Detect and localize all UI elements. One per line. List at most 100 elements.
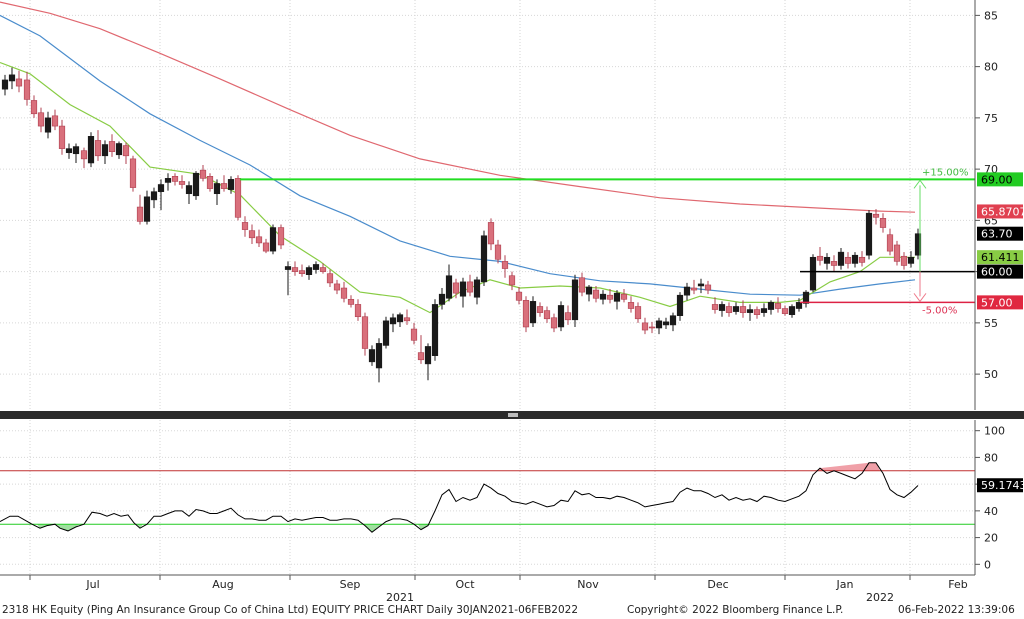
candle-down xyxy=(171,176,179,182)
last-price-tag-label: 63.70 xyxy=(981,228,1013,241)
candle-down xyxy=(403,317,411,322)
candle-down xyxy=(241,222,249,230)
candle-down xyxy=(648,326,656,329)
candle-down xyxy=(108,141,116,152)
rsi-tick-label: 80 xyxy=(984,451,998,464)
candle-down xyxy=(886,234,894,252)
candle-down xyxy=(347,298,355,305)
candle-down xyxy=(816,255,824,261)
target-tag-bg xyxy=(977,172,1023,187)
candle-down xyxy=(494,244,502,260)
candle-down xyxy=(340,287,348,299)
candle-down xyxy=(641,322,649,331)
candle-up xyxy=(907,256,915,264)
level-lines: +15.00% -5.00% xyxy=(240,167,975,316)
candle-down xyxy=(872,213,880,218)
ma-short-tag-bg xyxy=(977,250,1023,265)
candle-up xyxy=(157,184,165,192)
divider-grip-icon xyxy=(508,413,518,417)
candle-down xyxy=(199,169,207,179)
candle-up xyxy=(823,256,831,264)
value-tags: 69.00 65.8707 63.70 61.411 60.00 57.00 59.1743 xyxy=(977,172,1024,493)
candle-down xyxy=(326,273,334,284)
rsi-tick-label: 0 xyxy=(984,558,991,571)
candle-up xyxy=(424,346,432,365)
target-percent-label: +15.00% xyxy=(922,167,969,178)
candle-down xyxy=(620,293,628,300)
stop-arrow-head-icon xyxy=(913,293,927,303)
candle-up xyxy=(269,227,277,252)
candle-down xyxy=(543,310,551,320)
candle-up xyxy=(284,266,292,270)
candle-down xyxy=(262,242,270,252)
candle-up xyxy=(101,144,109,157)
rsi-tick-label: 20 xyxy=(984,532,998,545)
candle-down xyxy=(550,317,558,329)
footer-security-label: 2318 HK Equity (Ping An Insurance Group … xyxy=(2,604,579,616)
candle-down xyxy=(37,112,45,127)
candle-up xyxy=(529,301,537,324)
candle-up xyxy=(676,294,684,317)
candle-up xyxy=(382,320,390,346)
candle-up xyxy=(655,320,663,329)
candle-down xyxy=(80,150,88,160)
candle-down xyxy=(753,309,761,315)
candle-down xyxy=(690,287,698,291)
target-tag-label: 69.00 xyxy=(981,173,1013,186)
candle-up xyxy=(375,343,383,369)
candle-down xyxy=(129,158,137,188)
candle-down xyxy=(255,236,263,244)
rsi-panel xyxy=(0,462,975,533)
candle-down xyxy=(606,294,614,300)
candle-down xyxy=(15,78,23,87)
candle-down xyxy=(508,275,516,286)
year-label: 2021 xyxy=(386,591,414,602)
ma-mid-line xyxy=(0,14,916,296)
candle-down xyxy=(858,256,866,263)
candle-up xyxy=(431,304,439,356)
footer-bar: 2318 HK Equity (Ping An Insurance Group … xyxy=(0,602,1024,619)
candle-up xyxy=(767,302,775,310)
candle-up xyxy=(851,254,859,264)
candle-down xyxy=(51,115,59,127)
ma-long-line xyxy=(0,1,916,213)
month-label: Aug xyxy=(212,578,233,591)
rsi-value-tag-label: 59.1743 xyxy=(981,479,1024,492)
footer-timestamp: 06-Feb-2022 13:39:06 xyxy=(898,604,1015,616)
month-label: Oct xyxy=(455,578,475,591)
ma-short-tag-label: 61.411 xyxy=(981,251,1020,264)
price-tick-label: 85 xyxy=(984,9,998,22)
last-price-tag-bg xyxy=(977,226,1023,241)
rsi-panel-bg xyxy=(0,420,975,575)
month-label: Nov xyxy=(577,578,599,591)
candle-down xyxy=(178,181,186,185)
candle-down xyxy=(634,306,642,320)
candle-down xyxy=(900,255,908,266)
candle-down xyxy=(564,312,572,321)
stop-tag-label: 57.00 xyxy=(981,296,1013,309)
candle-up xyxy=(662,321,670,326)
candle-up xyxy=(213,183,221,195)
candle-down xyxy=(94,140,102,157)
candle-up xyxy=(459,281,467,297)
candle-down xyxy=(536,306,544,313)
support-tag-bg xyxy=(977,264,1023,279)
candle-down xyxy=(781,308,789,314)
candle-down xyxy=(333,283,341,291)
candle-down xyxy=(122,145,130,157)
rsi-tick-label: 40 xyxy=(984,505,998,518)
rsi-overbought-fill xyxy=(816,462,880,471)
candle-up xyxy=(8,74,16,82)
candle-up xyxy=(557,305,565,328)
candle-up xyxy=(150,191,158,201)
candle-up xyxy=(143,196,151,222)
candle-down xyxy=(58,125,66,149)
candle-up xyxy=(599,293,607,300)
month-label: Sep xyxy=(340,578,361,591)
candle-down xyxy=(220,183,228,189)
ma-short-line xyxy=(0,61,915,314)
candle-down xyxy=(30,100,38,115)
main-panel-bg xyxy=(0,0,975,410)
rsi-oversold-fill xyxy=(362,524,382,533)
